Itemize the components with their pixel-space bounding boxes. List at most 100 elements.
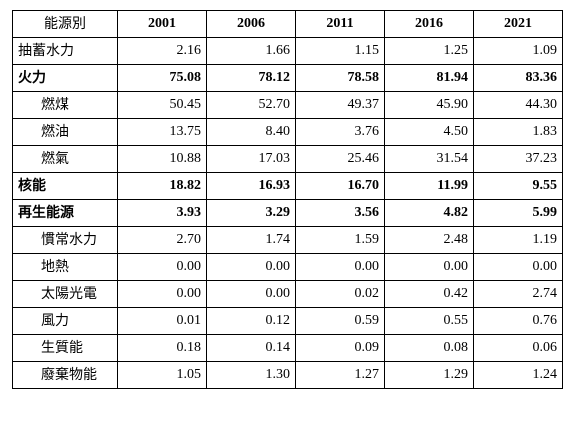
table-row: 燃氣 10.88 17.03 25.46 31.54 37.23 [12,145,563,173]
value-cell: 11.99 [384,172,474,200]
row-label: 廢棄物能 [12,361,118,389]
value-cell: 0.00 [117,253,207,281]
table-row: 燃油 13.75 8.40 3.76 4.50 1.83 [12,118,563,146]
value-cell: 0.42 [384,280,474,308]
value-cell: 0.00 [384,253,474,281]
value-cell: 0.00 [295,253,385,281]
value-cell: 2.16 [117,37,207,65]
row-label: 抽蓄水力 [12,37,118,65]
value-cell: 3.29 [206,199,296,227]
value-cell: 31.54 [384,145,474,173]
value-cell: 3.76 [295,118,385,146]
value-cell: 1.19 [473,226,563,254]
value-cell: 9.55 [473,172,563,200]
value-cell: 2.70 [117,226,207,254]
value-cell: 78.12 [206,64,296,92]
row-label: 再生能源 [12,199,118,227]
value-cell: 5.99 [473,199,563,227]
value-cell: 1.83 [473,118,563,146]
value-cell: 0.00 [206,253,296,281]
value-cell: 52.70 [206,91,296,119]
value-cell: 1.25 [384,37,474,65]
value-cell: 1.24 [473,361,563,389]
value-cell: 1.29 [384,361,474,389]
value-cell: 37.23 [473,145,563,173]
table-row: 核能 18.82 16.93 16.70 11.99 9.55 [12,172,563,200]
header-label: 能源別 [12,10,118,38]
header-year: 2011 [295,10,385,38]
row-label: 生質能 [12,334,118,362]
value-cell: 0.06 [473,334,563,362]
header-year: 2021 [473,10,563,38]
value-cell: 0.02 [295,280,385,308]
table-row: 風力 0.01 0.12 0.59 0.55 0.76 [12,307,563,335]
table-row: 慣常水力 2.70 1.74 1.59 2.48 1.19 [12,226,563,254]
row-label: 火力 [12,64,118,92]
value-cell: 1.27 [295,361,385,389]
value-cell: 44.30 [473,91,563,119]
row-label: 燃油 [12,118,118,146]
value-cell: 0.76 [473,307,563,335]
value-cell: 0.18 [117,334,207,362]
value-cell: 83.36 [473,64,563,92]
value-cell: 78.58 [295,64,385,92]
value-cell: 4.82 [384,199,474,227]
value-cell: 3.93 [117,199,207,227]
table-row: 燃煤 50.45 52.70 49.37 45.90 44.30 [12,91,563,119]
value-cell: 1.74 [206,226,296,254]
value-cell: 0.09 [295,334,385,362]
row-label: 燃煤 [12,91,118,119]
value-cell: 1.66 [206,37,296,65]
value-cell: 2.74 [473,280,563,308]
value-cell: 10.88 [117,145,207,173]
row-label: 太陽光電 [12,280,118,308]
table-row: 地熱 0.00 0.00 0.00 0.00 0.00 [12,253,563,281]
value-cell: 0.00 [117,280,207,308]
value-cell: 81.94 [384,64,474,92]
value-cell: 25.46 [295,145,385,173]
value-cell: 17.03 [206,145,296,173]
value-cell: 16.70 [295,172,385,200]
value-cell: 50.45 [117,91,207,119]
value-cell: 1.09 [473,37,563,65]
value-cell: 1.15 [295,37,385,65]
row-label: 風力 [12,307,118,335]
value-cell: 0.59 [295,307,385,335]
value-cell: 18.82 [117,172,207,200]
value-cell: 1.30 [206,361,296,389]
energy-table: 能源別 2001 2006 2011 2016 2021 抽蓄水力 2.16 1.6… [12,10,563,389]
header-row: 能源別 2001 2006 2011 2016 2021 [12,10,563,38]
value-cell: 0.14 [206,334,296,362]
table-row: 太陽光電 0.00 0.00 0.02 0.42 2.74 [12,280,563,308]
table-row: 抽蓄水力 2.16 1.66 1.15 1.25 1.09 [12,37,563,65]
table-row: 再生能源 3.93 3.29 3.56 4.82 5.99 [12,199,563,227]
value-cell: 1.59 [295,226,385,254]
value-cell: 0.01 [117,307,207,335]
value-cell: 3.56 [295,199,385,227]
header-year: 2001 [117,10,207,38]
value-cell: 0.55 [384,307,474,335]
table-row: 生質能 0.18 0.14 0.09 0.08 0.06 [12,334,563,362]
row-label: 地熱 [12,253,118,281]
value-cell: 2.48 [384,226,474,254]
value-cell: 49.37 [295,91,385,119]
header-year: 2006 [206,10,296,38]
row-label: 慣常水力 [12,226,118,254]
value-cell: 0.12 [206,307,296,335]
row-label: 核能 [12,172,118,200]
value-cell: 0.00 [473,253,563,281]
row-label: 燃氣 [12,145,118,173]
value-cell: 13.75 [117,118,207,146]
value-cell: 8.40 [206,118,296,146]
value-cell: 75.08 [117,64,207,92]
value-cell: 16.93 [206,172,296,200]
table-row: 火力 75.08 78.12 78.58 81.94 83.36 [12,64,563,92]
value-cell: 4.50 [384,118,474,146]
table-row: 廢棄物能 1.05 1.30 1.27 1.29 1.24 [12,361,563,389]
value-cell: 45.90 [384,91,474,119]
value-cell: 0.00 [206,280,296,308]
value-cell: 0.08 [384,334,474,362]
table-body: 抽蓄水力 2.16 1.66 1.15 1.25 1.09 火力 75.08 78.12 78.5… [12,37,563,389]
value-cell: 1.05 [117,361,207,389]
header-year: 2016 [384,10,474,38]
